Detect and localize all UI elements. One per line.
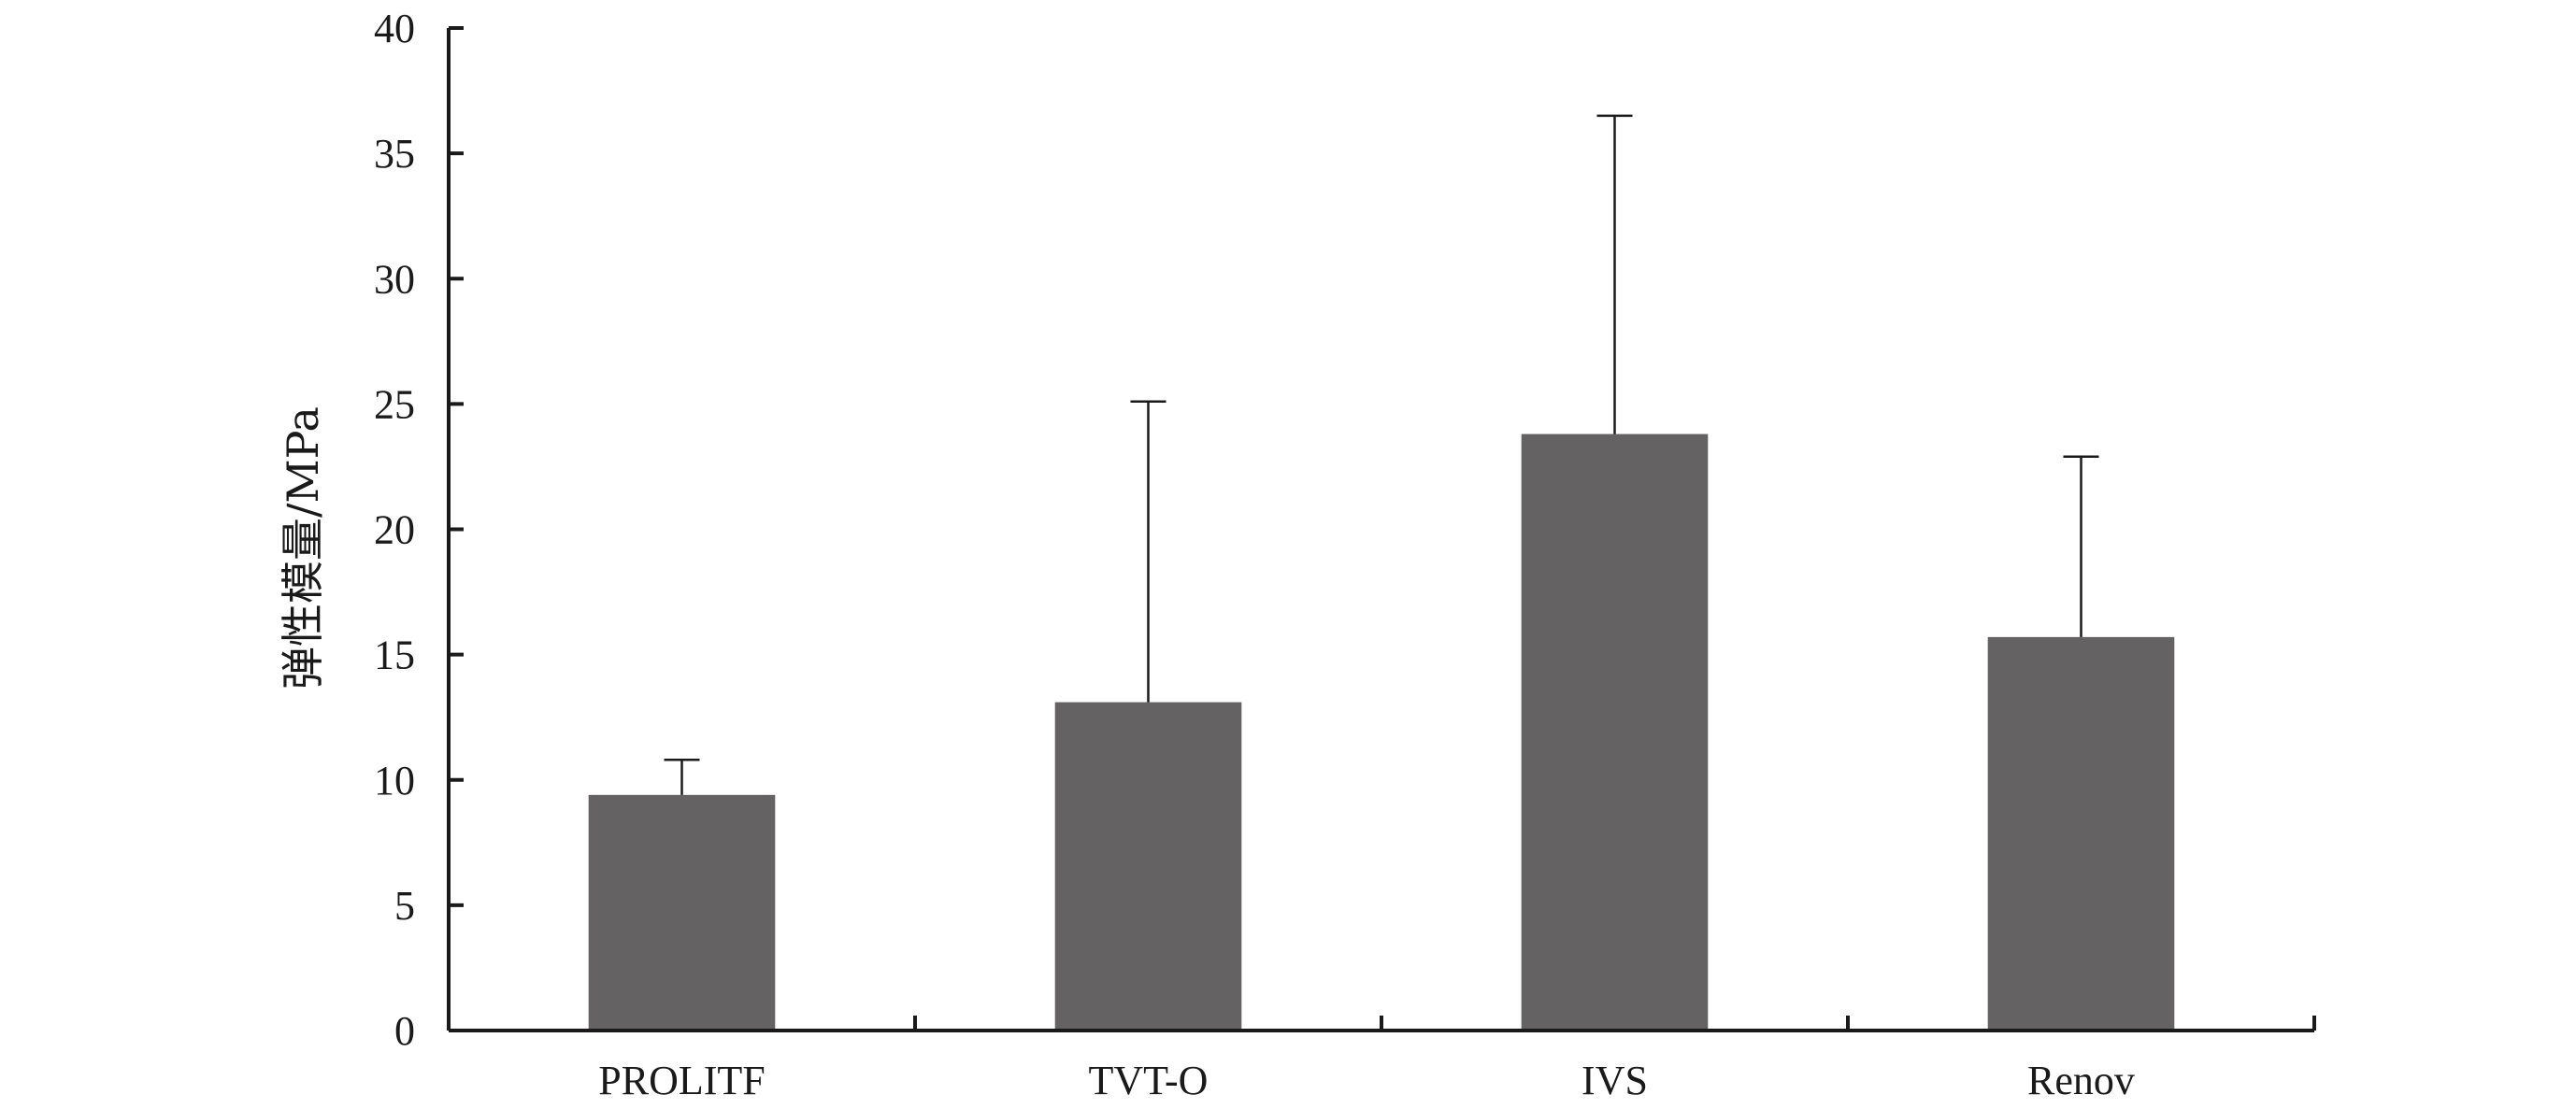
bar-tvt-o — [1054, 702, 1242, 1031]
y-tick-label: 30 — [374, 256, 415, 302]
y-ticks-layer: 0 5 10 15 20 25 30 35 40 — [374, 6, 464, 1054]
y-tick-label: 35 — [374, 131, 415, 177]
x-category-label: TVT-O — [1089, 1058, 1209, 1103]
y-axis-title: 弹性模量/MPa — [278, 406, 328, 690]
x-category-label: Renov — [2027, 1058, 2135, 1103]
bar-renov — [1987, 636, 2175, 1031]
y-tick-label: 0 — [394, 1008, 415, 1054]
y-tick-label: 5 — [394, 883, 415, 929]
y-tick-label: 15 — [374, 633, 415, 678]
bar-ivs — [1521, 434, 1709, 1031]
error-bars-layer — [664, 114, 2099, 795]
bars-layer — [588, 434, 2175, 1031]
y-tick-label: 25 — [374, 381, 415, 427]
y-tick-label: 10 — [374, 758, 415, 803]
x-category-label: IVS — [1581, 1058, 1648, 1103]
x-category-label: PROLITF — [598, 1058, 765, 1103]
bar-prolitf — [588, 794, 776, 1031]
y-tick-label: 40 — [374, 6, 415, 51]
y-tick-label: 20 — [374, 507, 415, 553]
x-ticks-layer: PROLITF TVT-O IVS Renov — [598, 1016, 2316, 1103]
